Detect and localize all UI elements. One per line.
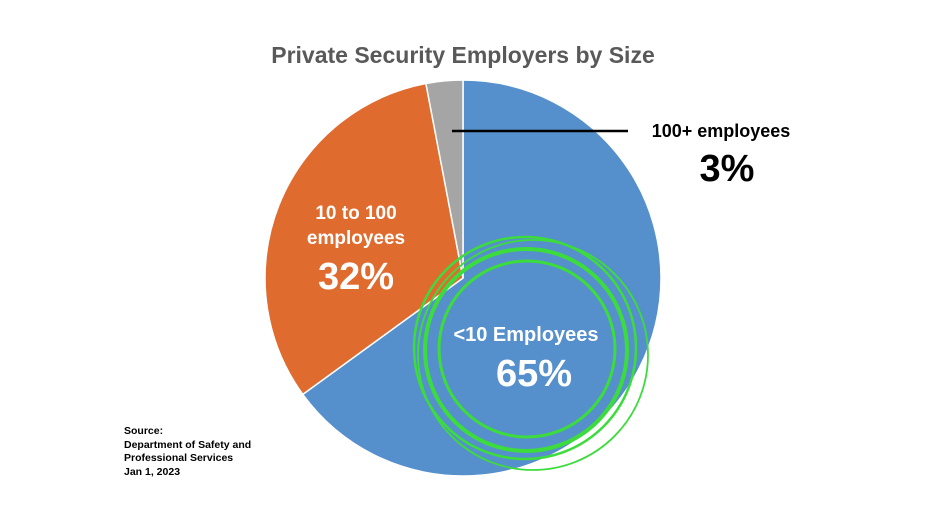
highlight-circle xyxy=(417,239,649,471)
pie-slice-10-to-100-employees xyxy=(264,82,464,396)
slice-value-large-employers: 3% xyxy=(700,148,755,190)
pie-slices xyxy=(264,79,662,477)
highlight-circles xyxy=(412,235,649,471)
source-line: Department of Safety and xyxy=(124,438,252,451)
source-line: Jan 1, 2023 xyxy=(124,465,181,478)
source-line: Professional Services xyxy=(124,452,234,464)
source-line: Source: xyxy=(124,425,164,437)
slice-value-small-employers: 65% xyxy=(496,353,572,395)
source-note: Source: Department of Safety and Profess… xyxy=(124,425,364,479)
highlight-circle xyxy=(437,259,617,439)
slice-label-large-employers: 100+ employees xyxy=(652,121,791,141)
chart-title: Private Security Employers by Size xyxy=(271,42,655,68)
pie-slice-10-employees xyxy=(301,79,662,477)
slice-value-medium-employers: 32% xyxy=(318,256,394,298)
slice-label-small-employers: <10 Employees xyxy=(453,324,598,346)
slice-label-medium-employers-line1: 10 to 100 xyxy=(315,203,396,224)
highlight-circle xyxy=(412,235,638,461)
slice-labels: <10 Employees 65% 10 to 100 employees 32% 100… xyxy=(307,121,790,395)
slice-label-medium-employers-line2: employees xyxy=(307,228,405,249)
pie-slice-100-employees xyxy=(425,79,464,279)
highlight-circle xyxy=(423,247,629,453)
